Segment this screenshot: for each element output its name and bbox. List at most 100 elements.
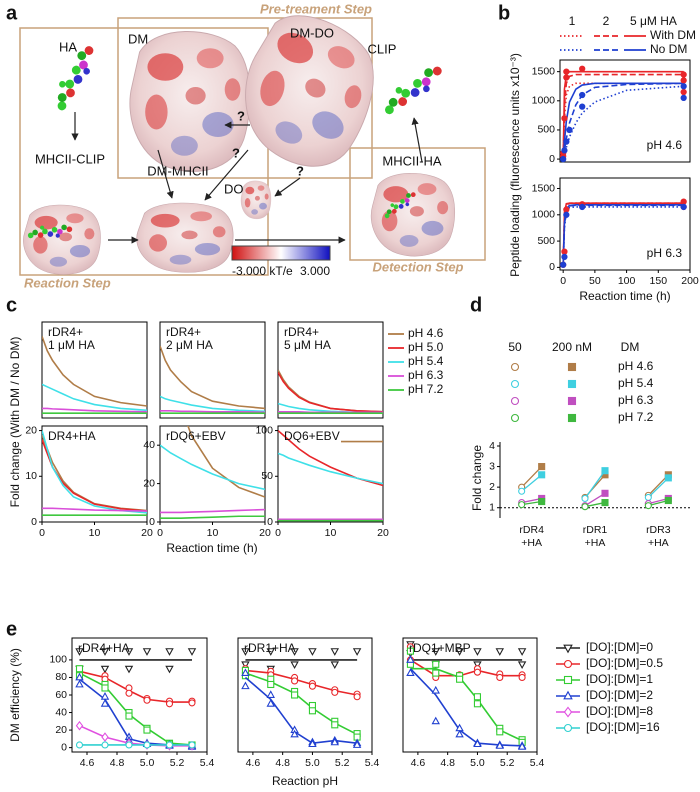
marker <box>75 648 84 656</box>
marker <box>330 661 340 670</box>
marker <box>563 659 573 669</box>
marker <box>188 699 196 707</box>
data-line <box>160 508 265 514</box>
dm-mhcii-surface <box>136 202 234 273</box>
marker <box>510 413 520 423</box>
marker <box>75 665 84 673</box>
y-tick-label: 0 <box>31 516 37 528</box>
step-box <box>349 147 486 261</box>
x-tick-label: 5.0 <box>305 757 320 769</box>
x-tick-label: 50 <box>589 275 601 287</box>
y-tick-label: 1000 <box>532 209 556 221</box>
marker <box>579 65 586 72</box>
marker <box>432 660 440 668</box>
y-tick-label: 20 <box>143 477 155 489</box>
data-line <box>79 670 192 703</box>
data-line <box>278 372 383 413</box>
marker <box>538 471 546 479</box>
marker <box>165 741 174 749</box>
marker <box>680 88 687 96</box>
x-tick-label: 4.8 <box>440 757 455 769</box>
y-tick-label: 500 <box>537 124 555 136</box>
y-tick-label: 0 <box>549 261 555 273</box>
chart-title: 1 μM HA <box>48 338 95 352</box>
panel-letter: c <box>6 294 17 316</box>
chart-title: rDR1+HA <box>244 641 296 655</box>
marker <box>75 679 84 688</box>
marker <box>308 739 317 748</box>
marker <box>538 463 546 471</box>
marker <box>165 665 174 674</box>
x-tick-label: 10 <box>207 527 219 539</box>
y-tick-label: 100 <box>49 654 67 666</box>
marker <box>644 493 652 501</box>
marker <box>432 669 440 677</box>
marker <box>560 261 567 268</box>
step-label: Pre-treament Step <box>260 1 372 16</box>
step-box <box>117 17 373 179</box>
marker <box>241 661 250 670</box>
marker <box>101 684 109 692</box>
y-tick-label: 40 <box>55 706 67 718</box>
x-tick-label: 0 <box>157 527 163 539</box>
marker <box>518 673 526 682</box>
marker <box>308 682 316 690</box>
marker <box>563 690 573 700</box>
legend-label: [DO]:[DM]=0.5 <box>586 656 663 670</box>
data-line <box>409 668 523 747</box>
marker <box>473 693 481 701</box>
marker <box>290 661 299 670</box>
marker <box>431 648 440 656</box>
data-line <box>278 452 383 485</box>
marker <box>331 688 339 696</box>
y-tick-label: 50 <box>261 470 273 482</box>
y-tick-label: 80 <box>55 671 67 683</box>
marker <box>563 211 570 218</box>
marker <box>561 248 568 255</box>
x-tick-label: rDR3 <box>646 524 671 536</box>
marker <box>664 496 672 505</box>
x-tick-label: 5.4 <box>530 757 545 769</box>
marker <box>290 729 299 738</box>
data-line <box>245 672 358 736</box>
marker <box>644 502 652 510</box>
x-tick-label: rDR4 <box>519 524 544 536</box>
marker <box>680 71 687 78</box>
marker <box>518 501 526 509</box>
marker <box>473 739 482 748</box>
data-line <box>79 678 193 747</box>
y-axis-label: DM efficiency (%) <box>8 648 22 742</box>
marker <box>125 712 133 720</box>
x-tick-label: 5.2 <box>170 757 185 769</box>
marker <box>680 83 687 90</box>
x-tick-label: 5.2 <box>500 757 515 769</box>
chart-title: rDQ1+MBP <box>409 641 471 655</box>
legend-header: 50 <box>508 340 522 354</box>
x-tick-label: 100 <box>618 275 636 287</box>
marker <box>579 91 586 99</box>
marker <box>517 661 527 670</box>
marker <box>308 648 317 656</box>
marker <box>473 648 482 656</box>
mhcii-ha-surface <box>370 172 456 257</box>
marker <box>308 707 316 715</box>
plot-frame <box>159 321 266 419</box>
x-tick-label: +HA <box>521 537 542 549</box>
x-tick-label: 5.0 <box>140 757 155 769</box>
data-line <box>278 369 383 413</box>
legend-label: pH 7.2 <box>408 382 444 396</box>
chart-title: DQ6+EBV <box>284 429 340 443</box>
marker <box>581 494 589 503</box>
marker <box>143 741 151 749</box>
marker <box>125 741 133 749</box>
marker <box>100 665 110 674</box>
x-tick-label: 5.4 <box>365 757 380 769</box>
y-axis-label: Peptide loading (fluorescence units x10⁻… <box>508 53 522 277</box>
x-axis-label: Reaction time (h) <box>579 289 670 303</box>
y-tick-label: 10 <box>25 470 37 482</box>
question-mark: ? <box>237 108 245 123</box>
marker <box>143 696 151 704</box>
panel-letter: a <box>6 2 18 24</box>
legend-label: [DO]:[DM]=0 <box>586 640 653 654</box>
y-tick-label: 3 <box>489 460 495 472</box>
